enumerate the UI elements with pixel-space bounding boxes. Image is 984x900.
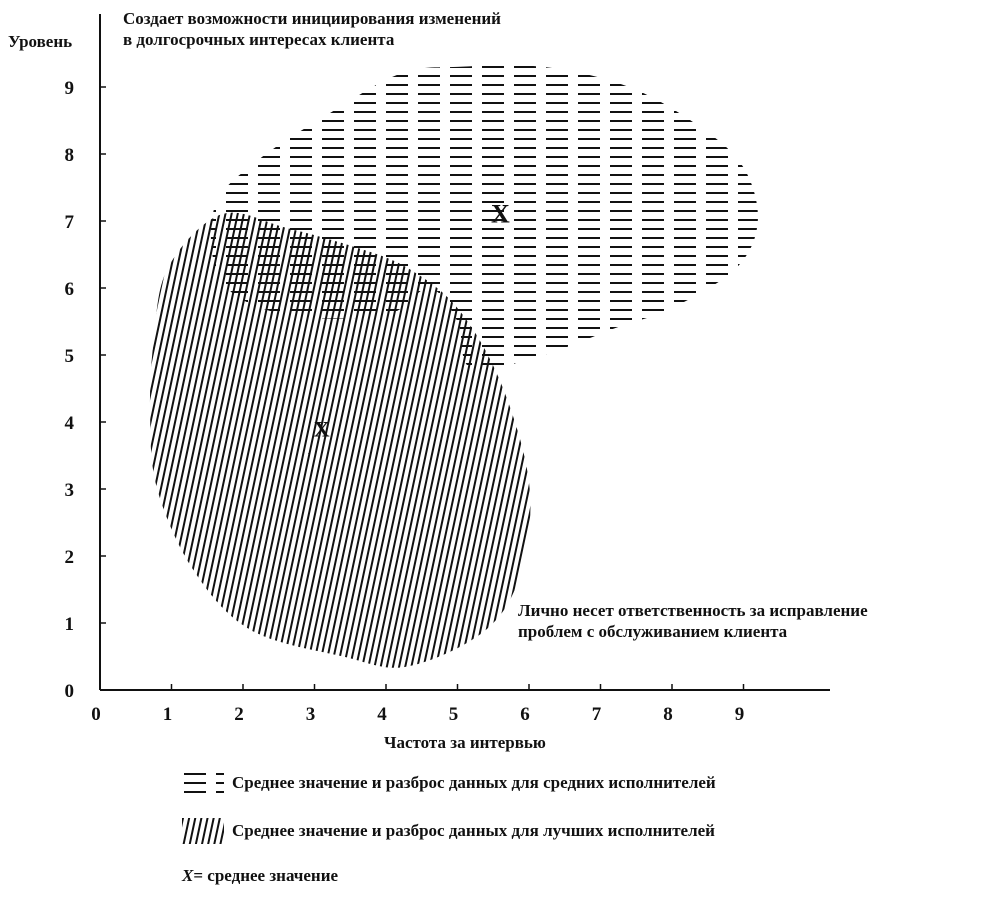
legend-label-best: Среднее значение и разброс данных для лу… xyxy=(232,821,715,840)
y-axis-label: Уровень xyxy=(8,32,73,51)
means-layer: XX xyxy=(314,199,510,441)
bottom-right-annotation-line-2: проблем с обслуживанием клиента xyxy=(518,622,788,641)
top-annotation-line-1: Создает возможности инициирования измене… xyxy=(123,9,501,28)
x-tick-label-9: 9 xyxy=(735,704,745,725)
x-tick-label-0: 0 xyxy=(91,704,101,725)
ticks-layer: 0 1 2 3 4 5 6 7 8 9 0 1 2 3 4 5 6 7 8 9 xyxy=(65,78,745,725)
y-tick-label-7: 7 xyxy=(65,212,75,233)
x-axis-label: Частота за интервью xyxy=(384,733,546,752)
mean-marker-best: X xyxy=(314,417,330,442)
y-tick-label-1: 1 xyxy=(65,614,75,635)
y-tick-label-2: 2 xyxy=(65,547,75,568)
x-tick-label-3: 3 xyxy=(306,704,316,725)
legend-swatch-average xyxy=(182,770,224,796)
x-tick-label-5: 5 xyxy=(449,704,459,725)
x-tick-label-4: 4 xyxy=(377,704,387,725)
x-tick-label-8: 8 xyxy=(663,704,673,725)
x-tick-label-2: 2 xyxy=(234,704,244,725)
bottom-right-annotation: Лично несет ответственность за исправлен… xyxy=(518,600,868,642)
axes-layer xyxy=(99,14,830,691)
top-annotation-line-2: в долгосрочных интересах клиента xyxy=(123,30,395,49)
mean-note-symbol: X xyxy=(182,866,194,885)
legend-label-average: Среднее значение и разброс данных для ср… xyxy=(232,773,716,792)
top-annotation: Создает возможности инициирования измене… xyxy=(123,8,501,50)
legend-item-best: Среднее значение и разброс данных для лу… xyxy=(182,818,715,844)
mean-marker-average: X xyxy=(491,199,510,228)
y-tick-label-0: 0 xyxy=(65,681,75,702)
x-tick-label-1: 1 xyxy=(163,704,173,725)
y-tick-label-6: 6 xyxy=(65,279,75,300)
mean-note: X= среднее значение xyxy=(182,866,338,886)
regions-layer xyxy=(149,65,758,668)
mean-note-text: = среднее значение xyxy=(193,866,339,885)
y-tick-label-4: 4 xyxy=(65,413,75,434)
region-best-performers xyxy=(149,212,531,668)
y-tick-label-9: 9 xyxy=(65,78,75,99)
bottom-right-annotation-line-1: Лично несет ответственность за исправлен… xyxy=(518,601,868,620)
x-tick-label-7: 7 xyxy=(592,704,602,725)
y-tick-label-8: 8 xyxy=(65,145,75,166)
legend-swatch-best xyxy=(182,818,224,844)
x-tick-label-6: 6 xyxy=(520,704,530,725)
y-tick-label-3: 3 xyxy=(65,480,75,501)
legend-item-average: Среднее значение и разброс данных для ср… xyxy=(182,770,716,796)
y-tick-label-5: 5 xyxy=(65,346,75,367)
